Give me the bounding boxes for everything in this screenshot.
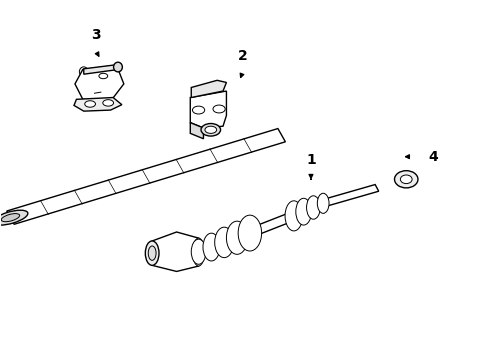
Ellipse shape <box>99 73 108 79</box>
Ellipse shape <box>215 227 234 258</box>
Ellipse shape <box>85 101 96 107</box>
Ellipse shape <box>394 171 418 188</box>
Polygon shape <box>74 98 122 111</box>
Polygon shape <box>152 232 198 271</box>
Ellipse shape <box>285 201 303 231</box>
Ellipse shape <box>114 62 122 72</box>
Text: 2: 2 <box>238 49 247 63</box>
Ellipse shape <box>318 193 329 213</box>
Ellipse shape <box>238 215 262 251</box>
Ellipse shape <box>79 67 88 77</box>
Polygon shape <box>190 123 203 139</box>
Polygon shape <box>75 65 124 101</box>
Ellipse shape <box>213 105 225 113</box>
Ellipse shape <box>400 175 412 184</box>
Polygon shape <box>7 129 285 224</box>
Polygon shape <box>247 212 296 237</box>
Ellipse shape <box>296 198 312 225</box>
Polygon shape <box>84 64 118 74</box>
Ellipse shape <box>226 221 247 254</box>
Ellipse shape <box>191 239 206 264</box>
Ellipse shape <box>203 233 220 261</box>
Ellipse shape <box>193 238 204 266</box>
Ellipse shape <box>201 123 220 136</box>
Text: 3: 3 <box>91 28 101 42</box>
Ellipse shape <box>0 210 28 225</box>
Polygon shape <box>191 80 226 98</box>
Ellipse shape <box>205 126 217 134</box>
Ellipse shape <box>103 100 114 106</box>
Polygon shape <box>321 185 379 207</box>
Ellipse shape <box>148 246 156 260</box>
Ellipse shape <box>1 213 20 222</box>
Polygon shape <box>190 91 226 128</box>
Text: 1: 1 <box>306 153 316 167</box>
Text: 4: 4 <box>428 150 438 164</box>
Ellipse shape <box>193 106 205 114</box>
Ellipse shape <box>146 241 159 265</box>
Ellipse shape <box>307 196 320 219</box>
